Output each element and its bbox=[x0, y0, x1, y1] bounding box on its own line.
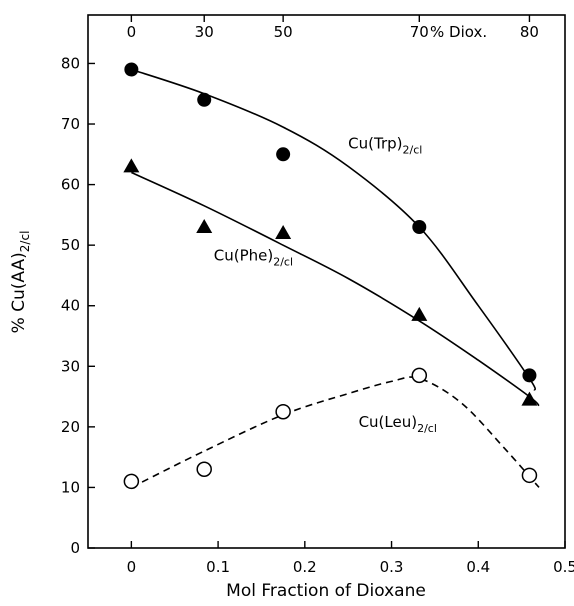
y-tick-label: 20 bbox=[61, 418, 80, 436]
y-tick-label: 40 bbox=[61, 297, 80, 315]
y-tick-label: 70 bbox=[61, 115, 80, 133]
x-axis: 0 0.1 0.2 0.3 0.4 0.5 bbox=[127, 541, 574, 576]
point-cu-phe bbox=[123, 158, 140, 173]
point-cu-phe bbox=[275, 225, 292, 240]
series-label: Cu(Phe)2/cl bbox=[214, 246, 293, 268]
fit-curves bbox=[131, 68, 540, 489]
top-tick-label: 80 bbox=[520, 23, 539, 41]
series-label: Cu(Trp)2/cl bbox=[348, 134, 422, 156]
y-axis-label-main: % Cu(AA) bbox=[9, 252, 29, 333]
x-tick-label: 0 bbox=[127, 558, 137, 576]
plot-frame bbox=[87, 14, 566, 549]
x-tick-label: 0.3 bbox=[380, 558, 404, 576]
point-cu-leu bbox=[521, 467, 538, 484]
x-axis-label: Mol Fraction of Dioxane bbox=[226, 581, 426, 601]
top-tick-label: 30 bbox=[195, 23, 214, 41]
series-label-main: Cu(Leu) bbox=[359, 413, 418, 431]
fit-curve-cu-phe bbox=[131, 171, 540, 407]
point-cu-leu bbox=[411, 367, 428, 384]
point-cu-leu bbox=[196, 461, 212, 478]
point-cu-phe bbox=[521, 391, 538, 406]
series-label-sub: 2/cl bbox=[273, 255, 293, 268]
x-tick-label: 0.4 bbox=[466, 558, 490, 576]
x-tick-label: 0.2 bbox=[293, 558, 317, 576]
series-label-main: Cu(Trp) bbox=[348, 134, 402, 152]
y-axis-label-sub: 2/cl bbox=[18, 231, 32, 253]
y-tick-label: 80 bbox=[61, 54, 80, 72]
y-tick-label: 10 bbox=[61, 478, 80, 496]
series-label: Cu(Leu)2/cl bbox=[359, 413, 437, 435]
y-tick-label: 50 bbox=[61, 236, 80, 254]
series-label-main: Cu(Phe) bbox=[214, 246, 273, 264]
top-axis-label: % Diox. bbox=[430, 23, 487, 41]
y-axis: 0 10 20 30 40 50 60 70 80 bbox=[61, 54, 95, 557]
series-label-sub: 2/cl bbox=[417, 422, 437, 435]
fit-curve-cu-leu bbox=[131, 376, 540, 489]
point-cu-trp bbox=[197, 92, 212, 107]
y-tick-label: 30 bbox=[61, 357, 80, 375]
data-points bbox=[123, 62, 538, 490]
top-tick-label: 0 bbox=[127, 23, 137, 41]
point-cu-trp bbox=[522, 368, 537, 383]
y-tick-label: 60 bbox=[61, 176, 80, 194]
y-axis-label: % Cu(AA)2/cl bbox=[9, 231, 32, 334]
point-cu-trp bbox=[412, 219, 427, 234]
top-axis: 0 30 50 70 80 % Diox. bbox=[127, 15, 539, 41]
point-cu-phe bbox=[196, 218, 213, 233]
x-tick-label: 0.1 bbox=[206, 558, 230, 576]
point-cu-phe bbox=[411, 306, 428, 321]
fit-curve-cu-trp bbox=[131, 68, 537, 391]
point-cu-leu bbox=[275, 403, 291, 420]
point-cu-leu bbox=[123, 473, 140, 490]
x-tick-label: 0.5 bbox=[553, 558, 574, 576]
y-tick-label: 0 bbox=[70, 539, 80, 557]
series-label-sub: 2/cl bbox=[403, 143, 423, 156]
point-cu-trp bbox=[276, 147, 291, 162]
point-cu-trp bbox=[124, 62, 139, 77]
top-tick-label: 70 bbox=[410, 23, 429, 41]
top-tick-label: 50 bbox=[274, 23, 293, 41]
